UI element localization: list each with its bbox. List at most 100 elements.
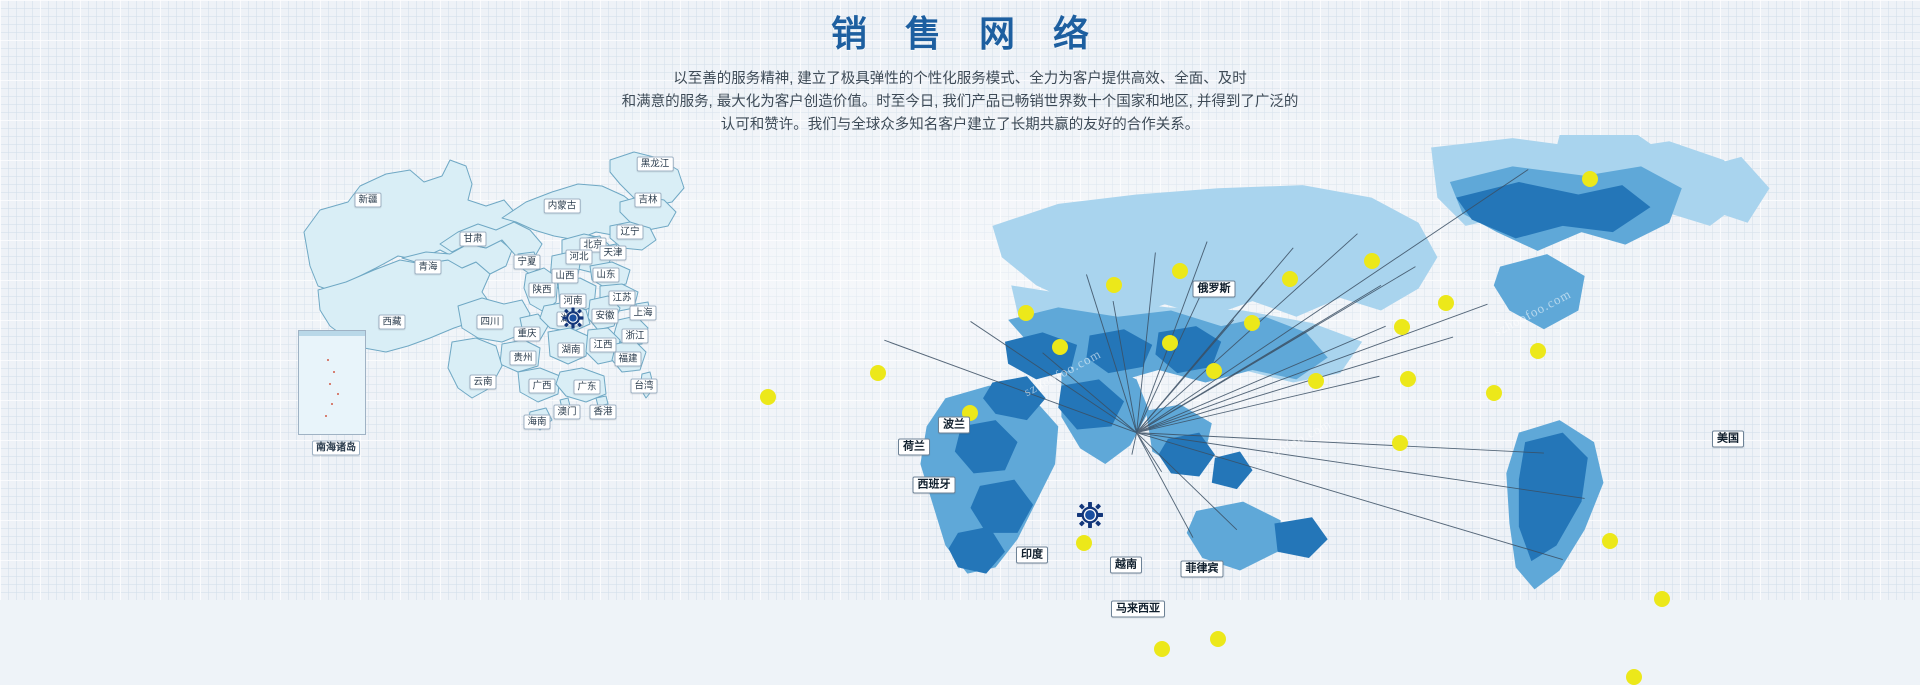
maps-container: 新疆 黑龙江 吉林 内蒙古 辽宁 北京 天津 河北 甘肃 宁夏 山西 山东 青海 陕西 西藏 河南 江苏 上海 四川… bbox=[0, 135, 1920, 685]
country-label: 印度 bbox=[1016, 546, 1048, 564]
country-label: 西班牙 bbox=[912, 476, 956, 494]
page-header: 销 售 网 络 以至善的服务精神, 建立了极具弹性的个性化服务模式、全力为客户提… bbox=[0, 12, 1920, 137]
connection-line bbox=[884, 339, 1137, 434]
description-line-1: 以至善的服务精神, 建立了极具弹性的个性化服务模式、全力为客户提供高效、全面、及… bbox=[673, 71, 1247, 87]
sales-location-marker[interactable] bbox=[1392, 435, 1408, 451]
china-map: 新疆 黑龙江 吉林 内蒙古 辽宁 北京 天津 河北 甘肃 宁夏 山西 山东 青海 陕西 西藏 河南 江苏 上海 四川… bbox=[290, 140, 720, 470]
sales-location-marker[interactable] bbox=[1282, 271, 1298, 287]
connection-line bbox=[1136, 375, 1380, 434]
country-label: 马来西亚 bbox=[1111, 600, 1165, 618]
province-label: 甘肃 bbox=[459, 231, 487, 247]
connection-line bbox=[1136, 252, 1156, 433]
province-label: 香港 bbox=[589, 404, 617, 420]
province-label: 河南 bbox=[559, 293, 587, 309]
page-title: 销 售 网 络 bbox=[830, 13, 1103, 54]
connection-line bbox=[1136, 303, 1488, 434]
page-background bbox=[0, 0, 1920, 600]
sales-location-marker[interactable] bbox=[760, 389, 776, 405]
connection-line bbox=[1042, 352, 1137, 434]
province-label: 海南 bbox=[523, 414, 551, 430]
connection-line bbox=[1131, 432, 1138, 455]
province-label: 福建 bbox=[614, 351, 642, 367]
province-label: 澳门 bbox=[553, 404, 581, 420]
province-label: 陕西 bbox=[528, 282, 556, 298]
sales-location-marker[interactable] bbox=[1154, 641, 1170, 657]
inset-top-bar bbox=[299, 331, 365, 336]
company-gear-logo-icon bbox=[1077, 502, 1103, 528]
sales-location-marker[interactable] bbox=[870, 365, 886, 381]
description-line-2: 和满意的服务, 最大化为客户创造价值。时至今日, 我们产品已畅销世界数十个国家和… bbox=[621, 94, 1299, 110]
sales-location-marker[interactable] bbox=[1172, 263, 1188, 279]
sales-location-marker[interactable] bbox=[1364, 253, 1380, 269]
connection-line bbox=[1086, 274, 1138, 433]
province-label: 云南 bbox=[469, 374, 497, 390]
sales-location-marker[interactable] bbox=[1654, 591, 1670, 607]
connection-line bbox=[1136, 233, 1358, 434]
province-label: 天津 bbox=[599, 245, 627, 261]
sales-location-marker[interactable] bbox=[1602, 533, 1618, 549]
south-china-sea-label: 南海诸岛 bbox=[312, 440, 360, 456]
province-label: 广东 bbox=[573, 379, 601, 395]
connection-line bbox=[1136, 432, 1163, 473]
world-hub-logo[interactable] bbox=[1077, 502, 1103, 528]
province-label: 贵州 bbox=[509, 350, 537, 366]
connection-line bbox=[1112, 300, 1138, 433]
province-label: 黑龙江 bbox=[636, 156, 674, 172]
country-label: 美国 bbox=[1712, 430, 1744, 448]
connection-line bbox=[1136, 432, 1194, 538]
page-description: 以至善的服务精神, 建立了极具弹性的个性化服务模式、全力为客户提供高效、全面、及… bbox=[460, 68, 1460, 137]
country-label: 荷兰 bbox=[898, 438, 930, 456]
province-label: 四川 bbox=[476, 314, 504, 330]
sales-location-marker[interactable] bbox=[1076, 535, 1092, 551]
province-label: 吉林 bbox=[634, 192, 662, 208]
province-label: 青海 bbox=[414, 259, 442, 275]
province-label: 辽宁 bbox=[616, 224, 644, 240]
province-label: 山西 bbox=[551, 268, 579, 284]
province-label: 江西 bbox=[589, 337, 617, 353]
province-label: 浙江 bbox=[621, 328, 649, 344]
country-label: 俄罗斯 bbox=[1192, 280, 1236, 298]
sales-location-marker[interactable] bbox=[1106, 277, 1122, 293]
sales-location-marker[interactable] bbox=[1394, 319, 1410, 335]
province-label: 江苏 bbox=[608, 290, 636, 306]
connection-line bbox=[1136, 169, 1529, 434]
sales-location-marker[interactable] bbox=[1530, 343, 1546, 359]
province-label: 内蒙古 bbox=[543, 198, 581, 214]
province-label: 西藏 bbox=[378, 314, 406, 330]
description-line-3: 认可和赞许。我们与全球众多知名客户建立了长期共赢的友好的合作关系。 bbox=[720, 117, 1200, 133]
sales-location-marker[interactable] bbox=[1206, 363, 1222, 379]
province-label: 新疆 bbox=[354, 192, 382, 208]
sales-location-marker[interactable] bbox=[1582, 171, 1598, 187]
connection-line bbox=[1136, 432, 1238, 531]
sales-location-marker[interactable] bbox=[1626, 669, 1642, 685]
sales-location-marker[interactable] bbox=[1162, 335, 1178, 351]
world-map: 俄罗斯 波兰 荷兰 西班牙 印度 越南 菲律宾 马来西亚 美国 szhoofoo.com szh… bbox=[690, 135, 1920, 685]
connection-line bbox=[1136, 266, 1416, 434]
sales-location-marker[interactable] bbox=[1438, 295, 1454, 311]
country-label: 越南 bbox=[1110, 556, 1142, 574]
province-label: 山东 bbox=[592, 267, 620, 283]
province-label: 重庆 bbox=[513, 326, 541, 342]
connection-line bbox=[1136, 432, 1563, 561]
province-label: 上海 bbox=[629, 305, 657, 321]
sales-location-marker[interactable] bbox=[1308, 373, 1324, 389]
province-label: 河北 bbox=[565, 249, 593, 265]
world-map-svg bbox=[884, 135, 1770, 590]
sales-location-marker[interactable] bbox=[1400, 371, 1416, 387]
connection-line bbox=[1136, 325, 1386, 434]
connection-line bbox=[970, 321, 1137, 434]
province-label: 广西 bbox=[528, 378, 556, 394]
company-gear-logo-icon bbox=[562, 307, 584, 329]
connection-line bbox=[1136, 432, 1585, 499]
connection-line bbox=[1136, 247, 1294, 433]
sales-location-marker[interactable] bbox=[1052, 339, 1068, 355]
sales-location-marker[interactable] bbox=[1210, 631, 1226, 647]
province-label: 安徽 bbox=[591, 308, 619, 324]
china-hub-logo[interactable] bbox=[562, 307, 584, 329]
sales-location-marker[interactable] bbox=[1244, 315, 1260, 331]
sales-location-marker[interactable] bbox=[1486, 385, 1502, 401]
province-label: 宁夏 bbox=[513, 254, 541, 270]
sales-location-marker[interactable] bbox=[1018, 305, 1034, 321]
country-label: 菲律宾 bbox=[1180, 560, 1224, 578]
province-label: 台湾 bbox=[630, 378, 658, 394]
